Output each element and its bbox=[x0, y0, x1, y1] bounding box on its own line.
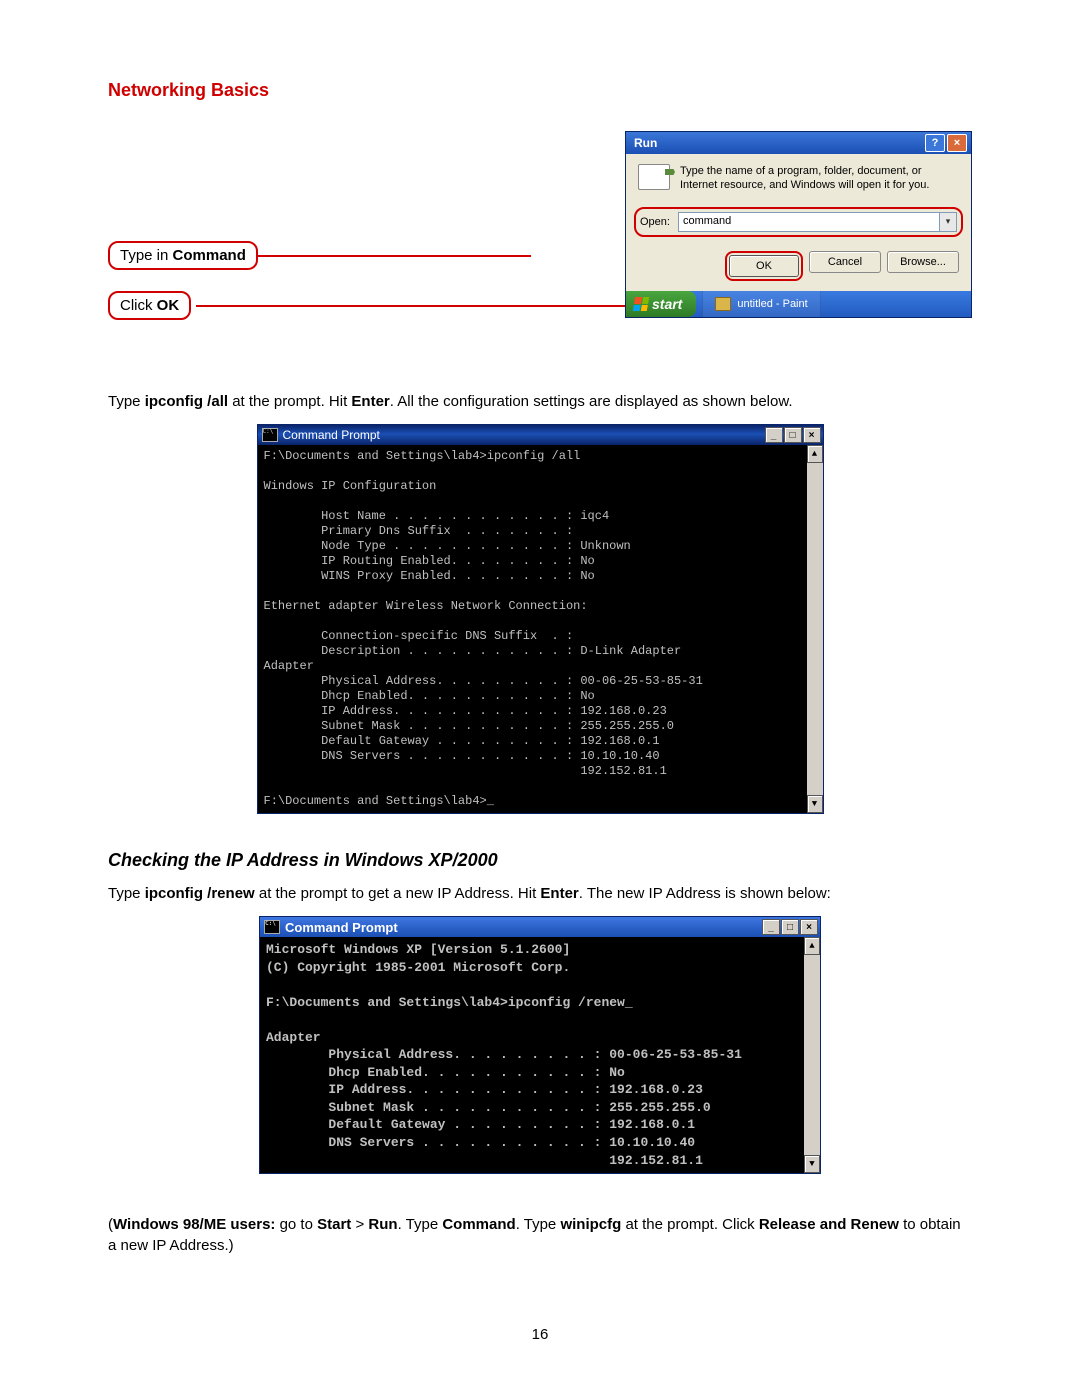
cmd-output: F:\Documents and Settings\lab4>ipconfig … bbox=[258, 445, 807, 813]
text-bold: Enter bbox=[351, 393, 389, 410]
cmd-titlebar: Command Prompt _ □ × bbox=[260, 917, 820, 937]
scroll-down-button[interactable]: ▼ bbox=[807, 795, 823, 813]
text: go to bbox=[275, 1216, 317, 1233]
run-dialog-area: Type in Command Click OK Run ? × Type th… bbox=[108, 131, 972, 371]
cmd-title: Command Prompt bbox=[283, 428, 380, 442]
text: at the prompt. Click bbox=[621, 1216, 759, 1233]
callout-text: Type in bbox=[120, 247, 173, 264]
close-button[interactable]: × bbox=[803, 427, 821, 443]
browse-button[interactable]: Browse... bbox=[887, 251, 959, 273]
cmd-title-left: Command Prompt bbox=[262, 428, 380, 442]
scroll-track[interactable] bbox=[804, 955, 820, 1155]
text-bold: ipconfig /renew bbox=[145, 885, 255, 902]
ok-button-highlight: OK bbox=[725, 251, 803, 281]
text: at the prompt. Hit bbox=[228, 393, 351, 410]
scroll-up-button[interactable]: ▲ bbox=[804, 937, 820, 955]
taskbar-item-label: untitled - Paint bbox=[737, 298, 807, 310]
document-page: Networking Basics Type in Command Click … bbox=[0, 0, 1080, 1383]
command-prompt-window: Command Prompt _ □ × Microsoft Windows X… bbox=[259, 916, 821, 1174]
taskbar-item[interactable]: untitled - Paint bbox=[702, 291, 820, 317]
window-controls: _ □ × bbox=[762, 919, 818, 935]
run-description-row: Type the name of a program, folder, docu… bbox=[638, 164, 959, 193]
cmd-icon bbox=[262, 428, 278, 442]
scroll-up-button[interactable]: ▲ bbox=[807, 445, 823, 463]
instruction-paragraph: (Windows 98/ME users: go to Start > Run.… bbox=[108, 1214, 972, 1256]
window-controls: _ □ × bbox=[765, 427, 821, 443]
scrollbar[interactable]: ▲ ▼ bbox=[807, 445, 823, 813]
text-bold: Windows 98/ME users: bbox=[113, 1216, 275, 1233]
callout-bold: OK bbox=[157, 297, 180, 314]
start-label: start bbox=[652, 296, 682, 312]
cmd-output: Microsoft Windows XP [Version 5.1.2600] … bbox=[260, 937, 804, 1173]
text: at the prompt to get a new IP Address. H… bbox=[255, 885, 541, 902]
text: Type bbox=[108, 393, 145, 410]
text-bold: Command bbox=[442, 1216, 515, 1233]
cmd-title: Command Prompt bbox=[285, 920, 398, 935]
close-button[interactable]: × bbox=[800, 919, 818, 935]
minimize-button[interactable]: _ bbox=[765, 427, 783, 443]
callout-type-command: Type in Command bbox=[108, 241, 258, 270]
maximize-button[interactable]: □ bbox=[781, 919, 799, 935]
cmd-body-wrap: F:\Documents and Settings\lab4>ipconfig … bbox=[258, 445, 823, 813]
help-button[interactable]: ? bbox=[925, 134, 945, 152]
instruction-paragraph: Type ipconfig /renew at the prompt to ge… bbox=[108, 883, 972, 904]
run-open-row: Open: command ▾ bbox=[634, 207, 963, 237]
text: . The new IP Address is shown below: bbox=[579, 885, 831, 902]
run-buttons: OK Cancel Browse... bbox=[638, 251, 959, 281]
open-combobox[interactable]: command ▾ bbox=[678, 212, 957, 232]
text-bold: Release and Renew bbox=[759, 1216, 899, 1233]
start-button[interactable]: start bbox=[626, 291, 696, 317]
open-input-value[interactable]: command bbox=[679, 213, 939, 231]
cmd-titlebar: Command Prompt _ □ × bbox=[258, 425, 823, 445]
scroll-down-button[interactable]: ▼ bbox=[804, 1155, 820, 1173]
run-description: Type the name of a program, folder, docu… bbox=[680, 164, 959, 193]
text-bold: Enter bbox=[540, 885, 578, 902]
ok-button[interactable]: OK bbox=[729, 255, 799, 277]
windows-flag-icon bbox=[633, 297, 649, 311]
callout-text: Click bbox=[120, 297, 157, 314]
callout-click-ok: Click OK bbox=[108, 291, 191, 320]
text-bold: Start bbox=[317, 1216, 351, 1233]
maximize-button[interactable]: □ bbox=[784, 427, 802, 443]
run-icon bbox=[638, 164, 670, 190]
text-bold: ipconfig /all bbox=[145, 393, 228, 410]
minimize-button[interactable]: _ bbox=[762, 919, 780, 935]
page-number: 16 bbox=[108, 1326, 972, 1343]
run-dialog: Run ? × Type the name of a program, fold… bbox=[625, 131, 972, 318]
text: > bbox=[351, 1216, 368, 1233]
callout-line bbox=[196, 305, 630, 307]
callout-bold: Command bbox=[173, 247, 246, 264]
window-controls: ? × bbox=[925, 134, 967, 152]
taskbar: start untitled - Paint bbox=[626, 291, 971, 317]
text-bold: winipcfg bbox=[560, 1216, 621, 1233]
open-label: Open: bbox=[640, 216, 670, 228]
cancel-button[interactable]: Cancel bbox=[809, 251, 881, 273]
paint-icon bbox=[715, 297, 731, 311]
scroll-track[interactable] bbox=[807, 463, 823, 795]
close-button[interactable]: × bbox=[947, 134, 967, 152]
text: . Type bbox=[398, 1216, 443, 1233]
scrollbar[interactable]: ▲ ▼ bbox=[804, 937, 820, 1173]
cmd-title-left: Command Prompt bbox=[264, 920, 398, 935]
run-dialog-body: Type the name of a program, folder, docu… bbox=[626, 154, 971, 291]
text: . Type bbox=[516, 1216, 561, 1233]
command-prompt-window: Command Prompt _ □ × F:\Documents and Se… bbox=[257, 424, 824, 814]
cmd-icon bbox=[264, 920, 280, 934]
callout-line bbox=[256, 255, 531, 257]
cmd-body-wrap: Microsoft Windows XP [Version 5.1.2600] … bbox=[260, 937, 820, 1173]
instruction-paragraph: Type ipconfig /all at the prompt. Hit En… bbox=[108, 391, 972, 412]
subsection-title: Checking the IP Address in Windows XP/20… bbox=[108, 850, 972, 871]
section-title: Networking Basics bbox=[108, 80, 972, 101]
text-bold: Run bbox=[368, 1216, 397, 1233]
dropdown-arrow-icon[interactable]: ▾ bbox=[939, 213, 956, 231]
text: . All the configuration settings are dis… bbox=[390, 393, 793, 410]
run-dialog-titlebar: Run ? × bbox=[626, 132, 971, 154]
run-dialog-title: Run bbox=[630, 136, 657, 150]
text: Type bbox=[108, 885, 145, 902]
